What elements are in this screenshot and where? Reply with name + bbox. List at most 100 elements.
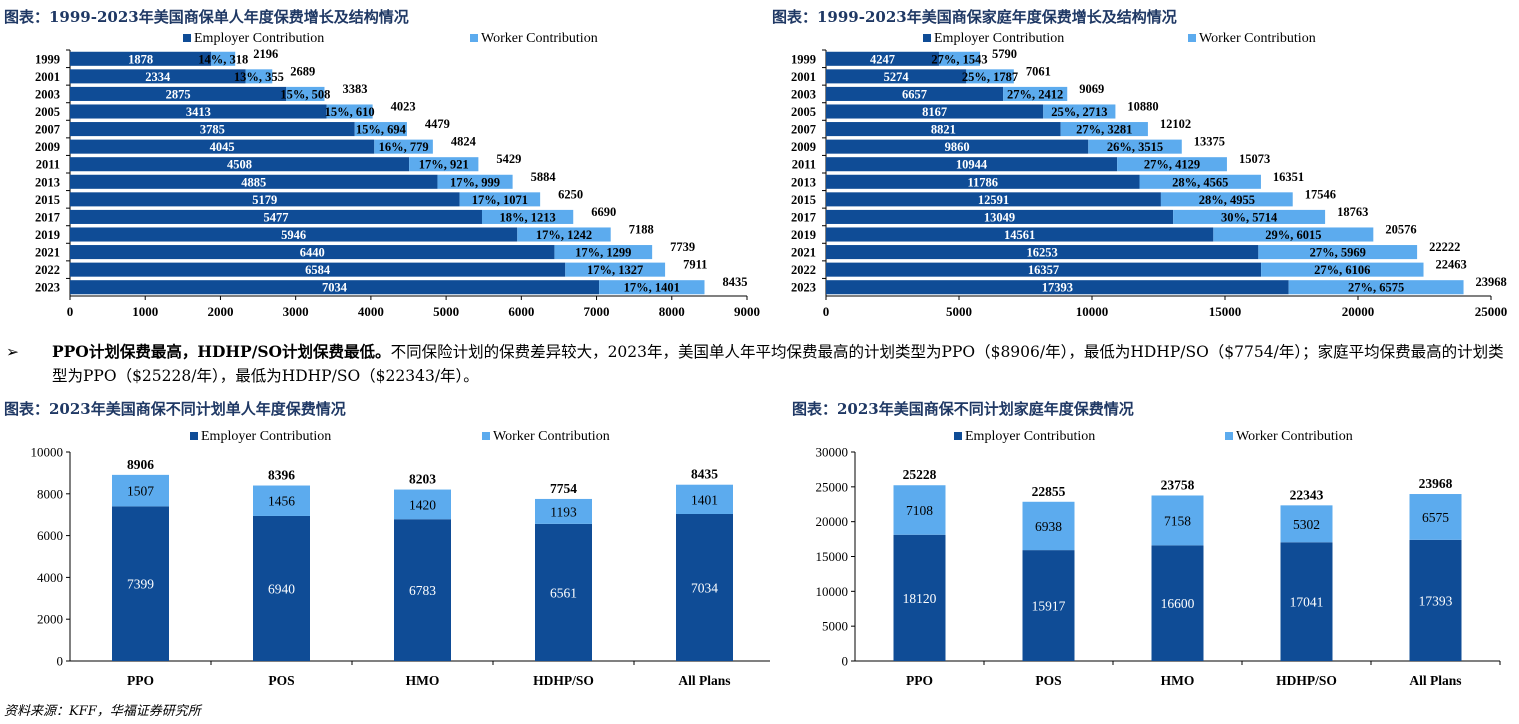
data-label-worker: 1507: [127, 484, 154, 499]
bar-worker: [211, 51, 236, 66]
x-tick-label: 7000: [584, 304, 610, 319]
y-tick-label: 2013: [791, 175, 816, 189]
x-tick-label: HDHP/SO: [1276, 673, 1337, 688]
data-label-total: 3383: [342, 82, 367, 96]
bar-worker: [1003, 86, 1068, 101]
legend-swatch-employer: [954, 432, 962, 440]
data-label-total: 8435: [691, 467, 718, 482]
data-label-employer: 16253: [1027, 246, 1058, 260]
data-label-worker: 17%, 1242: [536, 228, 592, 242]
bar-employer: [70, 51, 212, 66]
bar-worker: [245, 69, 273, 84]
x-tick-label: 8000: [659, 304, 685, 319]
data-label-worker: 7108: [906, 503, 933, 518]
y-tick-label: 15000: [816, 549, 849, 564]
x-tick-label: 20000: [1342, 304, 1375, 319]
y-tick-label: 2017: [35, 210, 60, 224]
data-label-total: 13375: [1194, 135, 1225, 149]
legend-label-employer: Employer Contribution: [934, 31, 1064, 46]
data-label-worker: 27%, 3281: [1076, 123, 1132, 137]
bar-employer: [1409, 539, 1462, 661]
x-tick-label: 25000: [1475, 304, 1508, 319]
bar-worker: [354, 122, 407, 137]
x-tick-label: 5000: [433, 304, 459, 319]
data-label-worker: 6938: [1035, 519, 1062, 534]
bar-worker: [1213, 227, 1374, 242]
data-label-total: 22463: [1436, 258, 1467, 272]
data-label-employer: 6940: [268, 581, 295, 596]
data-label-total: 9069: [1079, 82, 1104, 96]
x-tick-label: HMO: [406, 673, 440, 688]
data-label-worker: 27%, 6575: [1348, 281, 1404, 295]
data-label-total: 7188: [629, 223, 654, 237]
y-tick-label: 0: [57, 654, 64, 669]
data-label-worker: 25%, 1787: [962, 70, 1018, 84]
analysis-paragraph: ➢ PPO计划保费最高，HDHP/SO计划保费最低。不同保险计划的保费差异较大，…: [6, 340, 1511, 388]
data-label-employer: 17393: [1419, 593, 1453, 608]
x-tick-label: 5000: [946, 304, 972, 319]
x-tick-label: 10000: [1076, 304, 1109, 319]
data-label-total: 8203: [409, 472, 436, 487]
x-tick-label: All Plans: [1409, 673, 1461, 688]
bar-worker: [1261, 262, 1424, 277]
bar-worker: [459, 192, 541, 207]
data-label-total: 18763: [1337, 205, 1368, 219]
bar-employer: [253, 515, 310, 661]
data-label-employer: 11786: [967, 175, 998, 189]
data-label-total: 6250: [558, 187, 583, 201]
x-tick-label: 15000: [1209, 304, 1242, 319]
data-label-total: 12102: [1160, 117, 1191, 131]
data-label-total: 25228: [903, 467, 937, 482]
bar-worker: [893, 485, 946, 535]
data-label-worker: 1401: [691, 492, 718, 507]
data-label-total: 20576: [1385, 223, 1416, 237]
bar-employer: [826, 174, 1140, 189]
bar-worker: [535, 498, 592, 524]
data-label-total: 23758: [1161, 477, 1195, 492]
bar-worker: [1151, 495, 1204, 546]
data-label-total: 4824: [451, 135, 477, 149]
data-label-worker: 17%, 921: [419, 158, 469, 172]
legend-label-employer: Employer Contribution: [201, 429, 331, 444]
bar-worker: [676, 484, 733, 514]
bar-worker: [374, 139, 433, 154]
data-label-employer: 5179: [252, 193, 277, 207]
bar-worker: [481, 209, 574, 224]
chart-title-single-plans: 图表：2023年美国商保不同计划单人年度保费情况: [4, 400, 346, 418]
data-label-employer: 15917: [1032, 599, 1066, 614]
x-tick-label: 0: [67, 304, 74, 319]
bar-employer: [826, 192, 1161, 207]
data-label-worker: 5302: [1293, 517, 1320, 532]
data-label-worker: 27%, 4129: [1144, 158, 1200, 172]
bar-employer: [70, 69, 246, 84]
bar-employer: [826, 139, 1089, 154]
y-tick-label: 2015: [35, 193, 60, 207]
bar-employer: [70, 209, 482, 224]
y-tick-label: 20000: [816, 514, 849, 529]
data-label-employer: 6584: [305, 263, 331, 277]
family-trend-chart: Employer Contribution Worker Contribution…: [791, 31, 1508, 319]
data-label-employer: 7034: [691, 580, 718, 595]
bar-employer: [70, 227, 518, 242]
bar-employer: [676, 513, 733, 661]
y-tick-label: 6000: [37, 528, 63, 543]
data-label-employer: 18120: [903, 591, 937, 606]
data-label-worker: 27%, 6106: [1314, 263, 1370, 277]
x-tick-label: 6000: [508, 304, 534, 319]
bullet-icon: ➢: [6, 343, 19, 361]
y-tick-label: 0: [842, 654, 849, 669]
y-tick-label: 10000: [816, 584, 849, 599]
data-label-total: 23968: [1476, 275, 1507, 289]
bar-employer: [826, 157, 1118, 172]
single-plans-chart: Employer Contribution Worker Contribution…: [31, 429, 770, 688]
data-label-employer: 4045: [210, 140, 235, 154]
y-tick-label: 2019: [35, 228, 60, 242]
bar-employer: [826, 69, 967, 84]
data-label-worker: 18%, 1213: [499, 210, 555, 224]
bar-worker: [1060, 122, 1148, 137]
legend-label-worker: Worker Contribution: [1199, 31, 1316, 46]
y-tick-label: 2007: [791, 123, 816, 137]
bar-worker: [394, 489, 451, 520]
data-label-total: 4023: [391, 100, 416, 114]
data-label-worker: 27%, 2412: [1007, 87, 1063, 101]
